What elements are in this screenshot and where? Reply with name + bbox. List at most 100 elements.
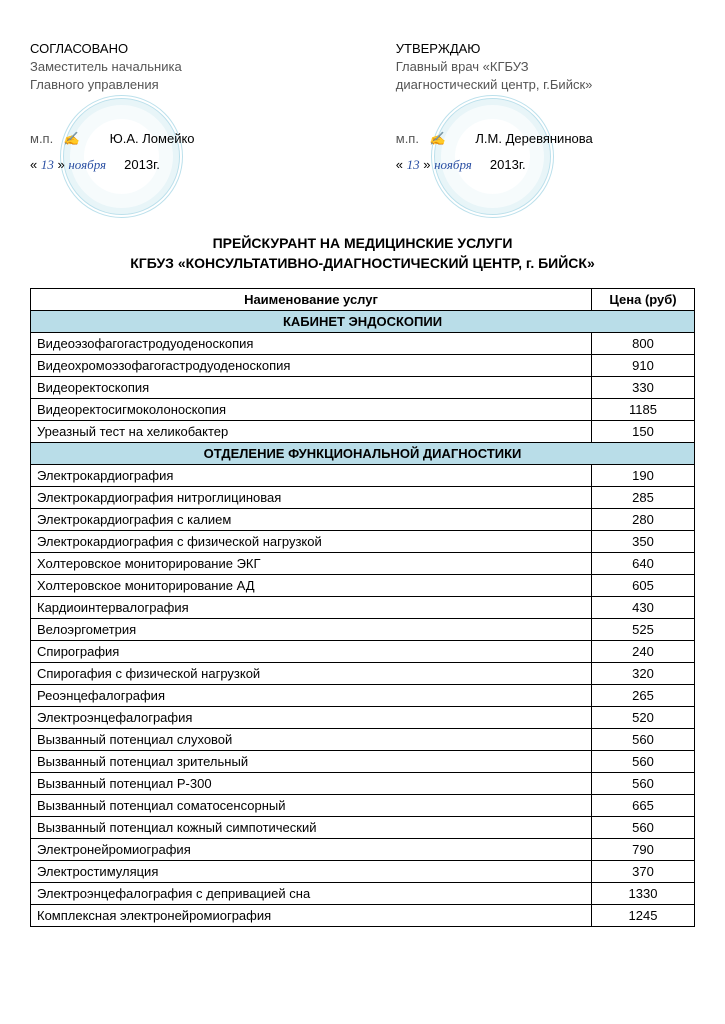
table-header-row: Наименование услуг Цена (руб)	[31, 289, 695, 311]
table-row: Видеоректоскопия330	[31, 377, 695, 399]
quote-open: «	[396, 157, 403, 172]
approval-block: СОГЛАСОВАНО Заместитель начальника Главн…	[30, 40, 695, 174]
service-name: Вызванный потенциал зрительный	[31, 751, 592, 773]
service-name: Видеоректоскопия	[31, 377, 592, 399]
mp-label: м.п.	[30, 131, 53, 146]
approval-sub1: Заместитель начальника	[30, 58, 329, 76]
date-line: « 13 » ноября 2013г.	[30, 156, 329, 174]
service-price: 525	[592, 619, 695, 641]
title-line2: КГБУЗ «КОНСУЛЬТАТИВНО-ДИАГНОСТИЧЕСКИЙ ЦЕ…	[30, 254, 695, 274]
table-row: Вызванный потенциал зрительный560	[31, 751, 695, 773]
table-row: Электрокардиография190	[31, 465, 695, 487]
service-name: Вызванный потенциал Р-300	[31, 773, 592, 795]
signer-name: Л.М. Деревянинова	[475, 131, 592, 146]
service-name: Электроэнцефалография	[31, 707, 592, 729]
signature-scribble: ✍	[423, 131, 452, 146]
service-name: Комплексная электронейромиография	[31, 905, 592, 927]
service-price: 560	[592, 817, 695, 839]
service-price: 1245	[592, 905, 695, 927]
date-month: ноября	[434, 157, 472, 172]
service-name: Электрокардиография	[31, 465, 592, 487]
service-price: 320	[592, 663, 695, 685]
table-row: Видеохромоэзофагогастродуоденоскопия910	[31, 355, 695, 377]
section-title: КАБИНЕТ ЭНДОСКОПИИ	[31, 311, 695, 333]
service-price: 370	[592, 861, 695, 883]
service-price: 560	[592, 729, 695, 751]
table-row: Видеоэзофагогастродуоденоскопия800	[31, 333, 695, 355]
table-row: Комплексная электронейромиография1245	[31, 905, 695, 927]
table-row: Спирография240	[31, 641, 695, 663]
price-table: Наименование услуг Цена (руб) КАБИНЕТ ЭН…	[30, 288, 695, 927]
service-price: 560	[592, 751, 695, 773]
section-title: ОТДЕЛЕНИЕ ФУНКЦИОНАЛЬНОЙ ДИАГНОСТИКИ	[31, 443, 695, 465]
service-price: 910	[592, 355, 695, 377]
table-row: Электрокардиография нитроглициновая285	[31, 487, 695, 509]
section-header-row: КАБИНЕТ ЭНДОСКОПИИ	[31, 311, 695, 333]
service-name: Спирография	[31, 641, 592, 663]
service-name: Холтеровское мониторирование ЭКГ	[31, 553, 592, 575]
service-price: 190	[592, 465, 695, 487]
service-price: 560	[592, 773, 695, 795]
table-row: Велоэргометрия525	[31, 619, 695, 641]
service-name: Холтеровское мониторирование АД	[31, 575, 592, 597]
service-price: 520	[592, 707, 695, 729]
approval-heading: СОГЛАСОВАНО	[30, 40, 329, 58]
service-price: 665	[592, 795, 695, 817]
service-price: 605	[592, 575, 695, 597]
price-table-body: КАБИНЕТ ЭНДОСКОПИИВидеоэзофагогастродуод…	[31, 311, 695, 927]
date-day: 13	[41, 157, 54, 172]
table-row: Видеоректосигмоколоноскопия1185	[31, 399, 695, 421]
table-row: Вызванный потенциал соматосенсорный665	[31, 795, 695, 817]
title-line1: ПРЕЙСКУРАНТ НА МЕДИЦИНСКИЕ УСЛУГИ	[30, 234, 695, 254]
date-line: « 13 » ноября 2013г.	[396, 156, 695, 174]
table-row: Электронейромиография790	[31, 839, 695, 861]
quote-close: »	[57, 157, 64, 172]
approval-sub2: диагностический центр, г.Бийск»	[396, 76, 695, 94]
table-row: Кардиоинтервалография430	[31, 597, 695, 619]
service-name: Вызванный потенциал соматосенсорный	[31, 795, 592, 817]
table-row: Электростимуляция370	[31, 861, 695, 883]
table-row: Уреазный тест на хеликобактер150	[31, 421, 695, 443]
service-price: 330	[592, 377, 695, 399]
service-price: 240	[592, 641, 695, 663]
date-day: 13	[407, 157, 420, 172]
table-row: Вызванный потенциал кожный симпотический…	[31, 817, 695, 839]
table-row: Вызванный потенциал Р-300560	[31, 773, 695, 795]
service-name: Видеоректосигмоколоноскопия	[31, 399, 592, 421]
section-header-row: ОТДЕЛЕНИЕ ФУНКЦИОНАЛЬНОЙ ДИАГНОСТИКИ	[31, 443, 695, 465]
service-name: Электростимуляция	[31, 861, 592, 883]
table-row: Вызванный потенциал слуховой560	[31, 729, 695, 751]
date-year: 2013г.	[124, 157, 160, 172]
service-name: Спирогафия с физической нагрузкой	[31, 663, 592, 685]
quote-open: «	[30, 157, 37, 172]
table-row: Электроэнцефалография с депривацией сна1…	[31, 883, 695, 905]
title-block: ПРЕЙСКУРАНТ НА МЕДИЦИНСКИЕ УСЛУГИ КГБУЗ …	[30, 234, 695, 273]
quote-close: »	[423, 157, 430, 172]
approval-left: СОГЛАСОВАНО Заместитель начальника Главн…	[30, 40, 329, 174]
document-page: СОГЛАСОВАНО Заместитель начальника Главн…	[0, 0, 725, 957]
table-row: Электрокардиография с физической нагрузк…	[31, 531, 695, 553]
service-price: 1330	[592, 883, 695, 905]
service-name: Велоэргометрия	[31, 619, 592, 641]
service-name: Видеоэзофагогастродуоденоскопия	[31, 333, 592, 355]
date-month: ноября	[68, 157, 106, 172]
signature-line: м.п. ✍ Л.М. Деревянинова	[396, 130, 695, 148]
service-price: 430	[592, 597, 695, 619]
approval-right: УТВЕРЖДАЮ Главный врач «КГБУЗ диагностич…	[396, 40, 695, 174]
service-price: 790	[592, 839, 695, 861]
table-row: Электроэнцефалография520	[31, 707, 695, 729]
date-year: 2013г.	[490, 157, 526, 172]
service-price: 350	[592, 531, 695, 553]
service-price: 265	[592, 685, 695, 707]
service-name: Вызванный потенциал слуховой	[31, 729, 592, 751]
table-row: Спирогафия с физической нагрузкой320	[31, 663, 695, 685]
service-name: Уреазный тест на хеликобактер	[31, 421, 592, 443]
service-name: Кардиоинтервалография	[31, 597, 592, 619]
service-price: 285	[592, 487, 695, 509]
table-row: Электрокардиография с калием280	[31, 509, 695, 531]
service-name: Электроэнцефалография с депривацией сна	[31, 883, 592, 905]
table-row: Реоэнцефалография265	[31, 685, 695, 707]
service-price: 280	[592, 509, 695, 531]
approval-heading: УТВЕРЖДАЮ	[396, 40, 695, 58]
table-row: Холтеровское мониторирование АД605	[31, 575, 695, 597]
